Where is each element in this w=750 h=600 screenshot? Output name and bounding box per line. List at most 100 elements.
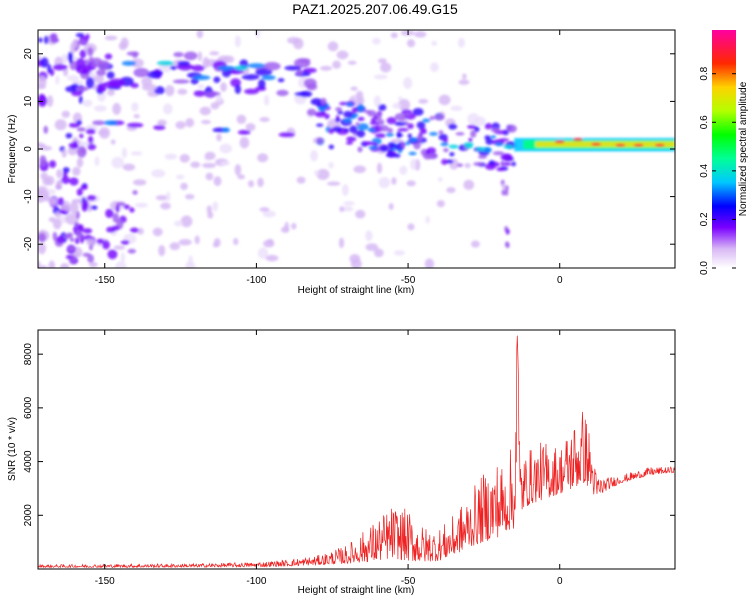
spectrogram-cell [500, 160, 505, 167]
spectrogram-cell [202, 56, 210, 69]
spectrogram-cell [438, 94, 451, 106]
spectrogram-cell [118, 41, 128, 51]
spectrogram-cell [394, 113, 407, 121]
spectrogram-cell [90, 205, 98, 210]
spectrogram-cell [48, 197, 58, 206]
spectrogram-cell [175, 121, 186, 130]
spectrogram-cell [373, 74, 388, 80]
spectrogram-cell [438, 130, 444, 135]
spectrogram-cell [152, 227, 163, 237]
spectrogram-cell [85, 76, 95, 89]
spectrogram-cell [127, 248, 137, 254]
spectrogram-cell [96, 238, 104, 244]
spectrogram-cell [163, 103, 173, 115]
spectrogram-cell [245, 123, 256, 132]
spectrogram-cell [328, 144, 335, 150]
spectrogram-cell [234, 65, 249, 71]
spectrogram-cell [39, 145, 53, 151]
spectrogram-cell [141, 83, 157, 91]
spectrogram-cell [591, 142, 602, 146]
spectrogram-cell [38, 265, 48, 268]
spectrogram-cell [61, 110, 71, 118]
spectrogram-cell [430, 62, 439, 73]
spectrogram-cell [38, 232, 47, 243]
spectrogram-cell [385, 153, 397, 158]
snr-axes: -150 -100 -50 0 2000 4000 6000 8000 [23, 330, 675, 587]
snr-y-tick-label: 8000 [23, 343, 34, 366]
spectrogram-cell [257, 153, 269, 163]
spectrogram-cell [122, 163, 136, 171]
spectrogram-cell [429, 116, 435, 121]
spectrogram-cell [74, 237, 80, 245]
spectrogram-cell [217, 65, 235, 71]
spectrogram-cell [69, 177, 79, 186]
spectrogram-cell [55, 75, 60, 85]
spectrogram-cell [202, 162, 217, 169]
spectrogram-cell [363, 109, 372, 114]
spectrogram-cell [76, 229, 82, 240]
spectrogram-cell [326, 181, 341, 186]
colorbar-axis: 0.0 0.2 0.4 0.6 0.8 [699, 66, 736, 275]
spectrogram-cell [346, 136, 357, 142]
spectrogram-cell [416, 121, 426, 129]
colorbar-tick-label: 0.6 [699, 115, 710, 129]
spectrogram-cell [267, 238, 274, 245]
spectrogram-cell [441, 158, 448, 165]
spectrogram-cell [355, 209, 366, 219]
spectrogram-cell [237, 174, 245, 180]
spectrogram-cell [357, 103, 364, 112]
spectrogram-cell [129, 227, 139, 233]
spectrogram-cell [87, 135, 94, 144]
spectrogram-cell [220, 82, 227, 92]
colorbar: 0.0 0.2 0.4 0.6 0.8 Normalized spectral ampl… [699, 30, 749, 275]
spectrogram-cell [216, 133, 222, 142]
spectrogram-cell [367, 127, 376, 132]
spectrogram-cell [129, 207, 135, 213]
snr-x-tick-label: 0 [557, 576, 563, 587]
spectrogram-cell [239, 136, 250, 149]
spectrogram-cell [44, 35, 49, 45]
spectrogram-cell [213, 176, 222, 187]
spectrogram-cell [294, 92, 309, 97]
spectrogram-y-tick-label: -10 [23, 189, 34, 204]
spectrogram-cell [418, 98, 429, 104]
spectrogram-cell [379, 144, 389, 152]
spectrogram-cell [115, 261, 127, 268]
spectrogram-cell [133, 67, 150, 78]
spectrogram-cell [56, 169, 63, 179]
spectrogram-cell [365, 230, 373, 242]
spectrogram-cell [123, 204, 130, 210]
spectrogram-cell [368, 145, 380, 150]
spectrogram-cell [470, 240, 480, 248]
spectrogram-cell [303, 78, 317, 89]
spectrogram-cell [327, 41, 339, 52]
spectrogram-cell [387, 127, 394, 133]
spectrogram-cell [386, 117, 397, 125]
spectrogram-cell [68, 54, 73, 64]
spectrogram-cell [468, 137, 473, 143]
spectrogram-cell [97, 130, 109, 135]
colorbar-tick-label: 0.0 [699, 261, 710, 275]
spectrogram-cell [257, 79, 266, 89]
spectrogram-cell [331, 126, 343, 133]
spectrogram-cell [107, 249, 118, 260]
spectrogram-cell [262, 210, 276, 218]
spectrogram-cell [336, 50, 349, 60]
spectrogram-cell [180, 182, 188, 191]
spectrogram-cell [111, 225, 120, 231]
spectrogram-cell [172, 79, 190, 84]
spectrogram-cell [52, 231, 58, 241]
spectrogram-cell [406, 39, 416, 48]
spectrogram-y-tick-label: -20 [23, 237, 34, 252]
spectrogram-cell [306, 108, 317, 116]
spectrogram-y-tick-label: 10 [23, 95, 34, 107]
spectrogram-cell [378, 177, 391, 189]
spectrogram-cell [82, 228, 93, 234]
spectrogram-cell [263, 62, 281, 71]
spectrogram-cell [505, 228, 510, 235]
spectrogram-cell [93, 75, 105, 83]
spectrogram-cell [193, 90, 206, 97]
snr-y-tick-label: 4000 [23, 450, 34, 473]
spectrogram-cell [392, 102, 402, 109]
